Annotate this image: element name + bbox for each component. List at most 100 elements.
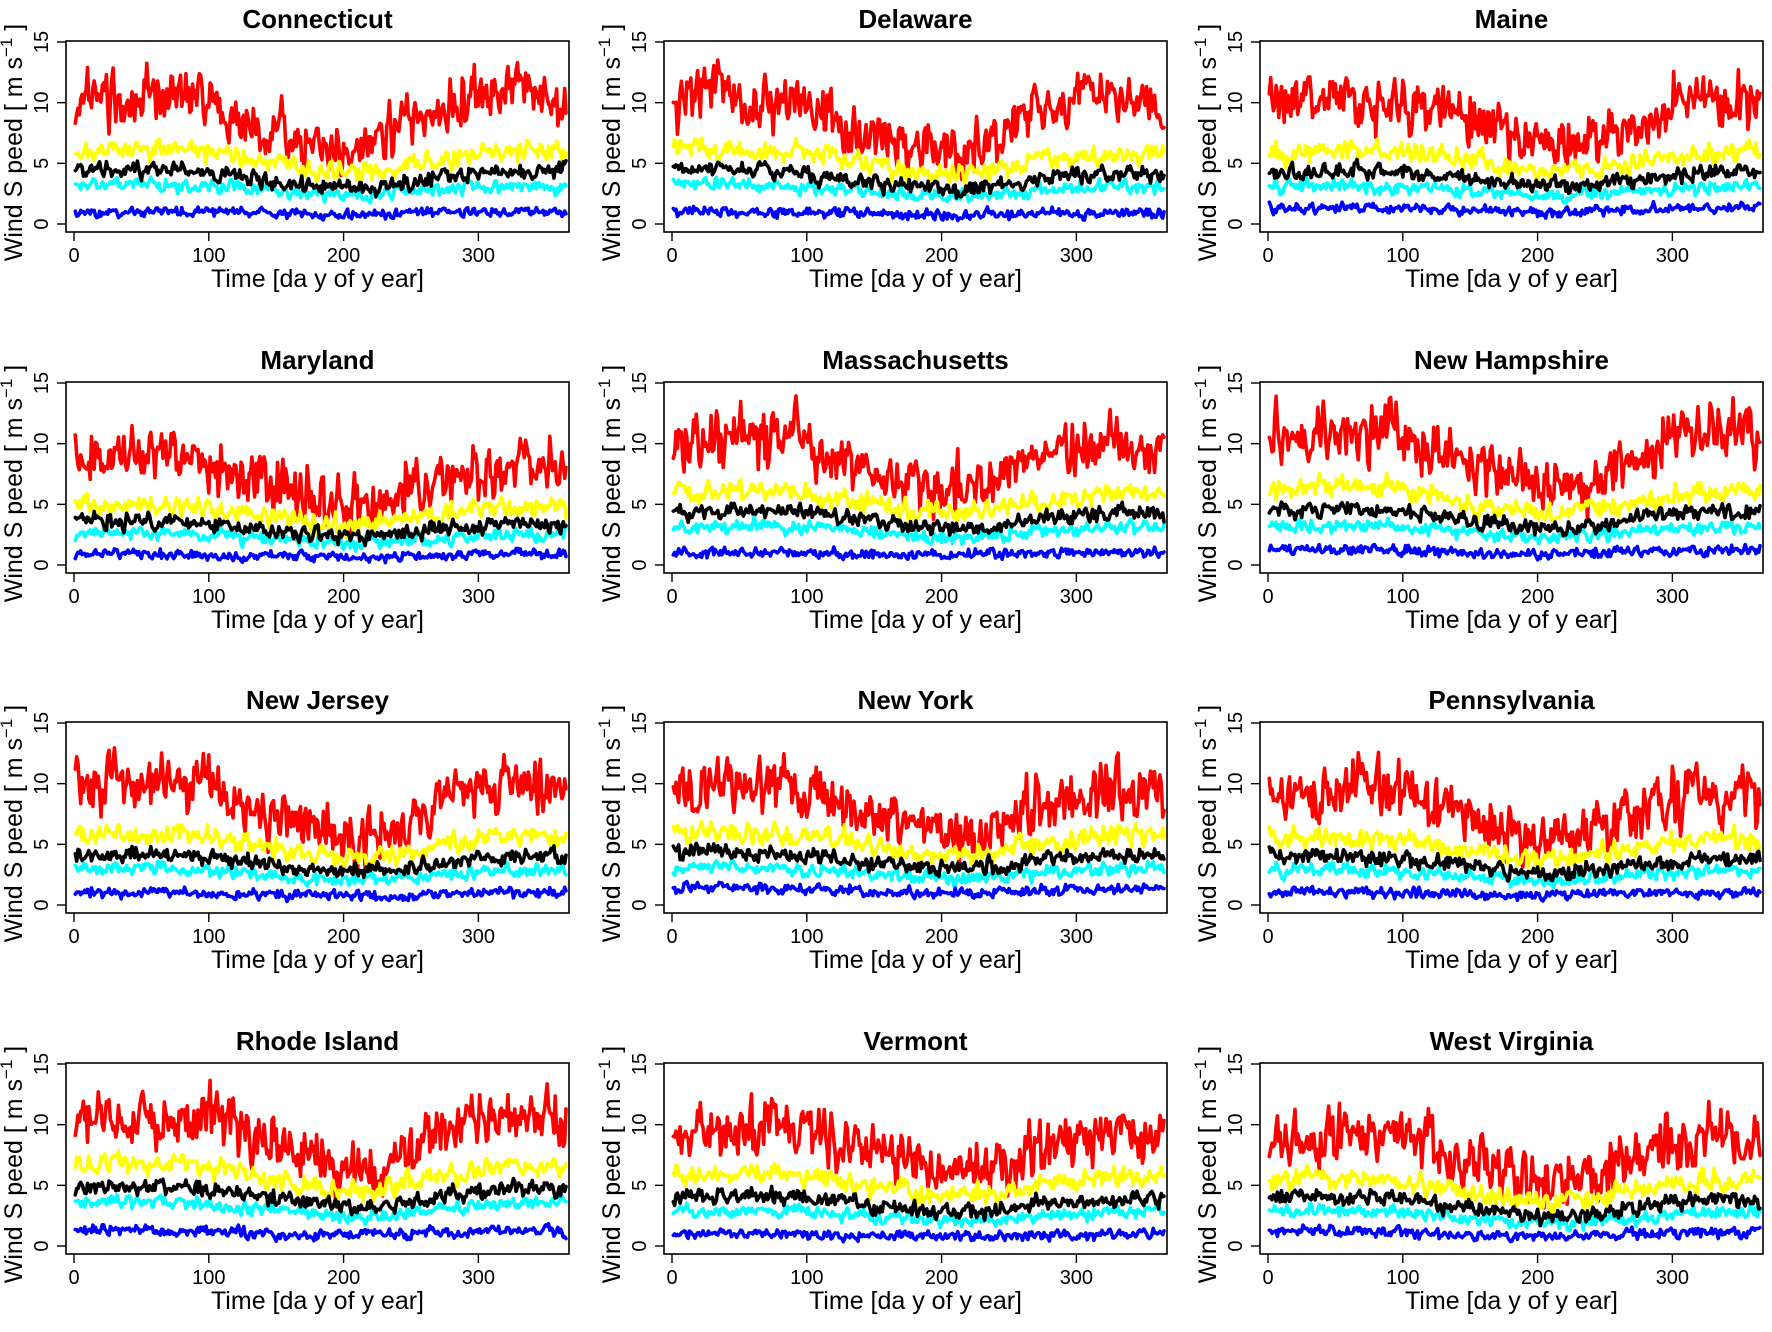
series-line-blue-west-virginia [1267, 1223, 1762, 1244]
series-line-blue-maryland [73, 546, 568, 565]
plot-frame-connecticut [65, 40, 570, 233]
panel-connecticut: Connecticut 0 5 10 15 0 100 200 300 Time [da y of… [0, 4, 570, 293]
y-tick-label-5: 5 [31, 499, 53, 510]
series-line-black-new-jersey [73, 844, 568, 880]
x-axis-label-vermont: Time [da y of y ear] [809, 1287, 1022, 1315]
y-tick-label-15: 15 [1225, 372, 1247, 394]
x-tick-label-100: 100 [790, 586, 823, 608]
x-axis-label-pennsylvania: Time [da y of y ear] [1405, 946, 1618, 974]
x-axis-label-maine: Time [da y of y ear] [1405, 265, 1618, 293]
plot-frame-new-hampshire [1259, 381, 1764, 574]
panel-west-virginia: West Virginia 0 5 10 15 0 100 200 300 Time [da y … [1191, 1026, 1764, 1315]
series-group-new-jersey [73, 746, 568, 904]
x-tick-label-200: 200 [925, 586, 958, 608]
x-tick-label-0: 0 [68, 926, 79, 948]
x-tick-label-100: 100 [192, 245, 225, 267]
plot-frame-delaware [663, 40, 1168, 233]
series-line-yellow-delaware [671, 136, 1166, 185]
series-line-red-vermont [671, 1092, 1166, 1198]
series-line-black-rhode-island [73, 1176, 568, 1217]
y-tick-label-10: 10 [31, 92, 53, 114]
panel-title-connecticut: Connecticut [242, 4, 393, 34]
series-line-red-new-hampshire [1267, 394, 1762, 522]
x-tick-label-300: 300 [462, 1267, 495, 1289]
series-line-red-new-jersey [73, 746, 568, 879]
x-tick-label-300: 300 [1656, 926, 1689, 948]
x-tick-label-0: 0 [1262, 586, 1273, 608]
y-axis-label-maryland: Wind S peed [ m s−1 ] [0, 365, 28, 603]
series-line-blue-delaware [671, 204, 1166, 223]
y-tick-label-15: 15 [629, 31, 651, 53]
y-tick-label-0: 0 [1225, 899, 1247, 910]
x-tick-label-0: 0 [68, 1267, 79, 1289]
y-tick-label-10: 10 [1225, 92, 1247, 114]
y-tick-label-10: 10 [31, 433, 53, 455]
x-tick-label-300: 300 [1656, 245, 1689, 267]
series-line-cyan-new-hampshire [1267, 516, 1762, 546]
series-line-red-maryland [73, 423, 568, 541]
series-line-blue-new-hampshire [1267, 542, 1762, 562]
x-axis-label-connecticut: Time [da y of y ear] [211, 265, 424, 293]
y-tick-label-15: 15 [1225, 712, 1247, 734]
y-axis-label-massachusetts: Wind S peed [ m s−1 ] [595, 365, 626, 603]
x-tick-label-0: 0 [666, 245, 677, 267]
y-tick-label-10: 10 [31, 773, 53, 795]
y-tick-label-0: 0 [629, 1240, 651, 1251]
y-tick-label-15: 15 [31, 1053, 53, 1075]
series-line-yellow-new-jersey [73, 822, 568, 869]
y-tick-label-0: 0 [1225, 1240, 1247, 1251]
series-line-yellow-pennsylvania [1267, 823, 1762, 874]
plot-frame-maryland [65, 381, 570, 574]
y-axis-label-pennsylvania: Wind S peed [ m s−1 ] [1191, 705, 1222, 943]
series-line-cyan-maine [1267, 175, 1762, 205]
y-tick-label-10: 10 [629, 92, 651, 114]
series-line-yellow-new-hampshire [1267, 471, 1762, 523]
series-line-cyan-massachusetts [671, 515, 1166, 546]
plot-frame-new-jersey [65, 721, 570, 914]
x-tick-label-300: 300 [462, 245, 495, 267]
x-tick-label-300: 300 [1060, 1267, 1093, 1289]
panel-maryland: Maryland 0 5 10 15 0 100 200 300 Time [da y of y … [0, 345, 570, 634]
series-line-black-maryland [73, 509, 568, 548]
x-tick-label-100: 100 [1386, 245, 1419, 267]
y-tick-label-10: 10 [629, 1114, 651, 1136]
x-tick-label-200: 200 [327, 586, 360, 608]
y-axis-label-delaware: Wind S peed [ m s−1 ] [595, 24, 626, 262]
x-tick-label-200: 200 [1521, 1267, 1554, 1289]
x-tick-label-0: 0 [666, 1267, 677, 1289]
x-tick-label-0: 0 [1262, 245, 1273, 267]
y-axis-label-rhode-island: Wind S peed [ m s−1 ] [0, 1046, 28, 1284]
x-tick-label-200: 200 [925, 926, 958, 948]
x-tick-label-200: 200 [1521, 586, 1554, 608]
panel-title-maine: Maine [1475, 4, 1549, 34]
y-tick-label-5: 5 [629, 499, 651, 510]
panel-title-new-york: New York [857, 685, 974, 715]
y-tick-label-10: 10 [1225, 773, 1247, 795]
series-group-new-hampshire [1267, 394, 1762, 562]
y-tick-label-0: 0 [629, 218, 651, 229]
x-tick-label-300: 300 [462, 926, 495, 948]
y-tick-label-15: 15 [31, 372, 53, 394]
series-line-black-vermont [671, 1184, 1166, 1223]
series-line-cyan-rhode-island [73, 1192, 568, 1227]
series-line-black-delaware [671, 160, 1166, 200]
y-tick-label-10: 10 [1225, 1114, 1247, 1136]
y-tick-label-0: 0 [629, 899, 651, 910]
y-tick-label-10: 10 [629, 433, 651, 455]
series-line-blue-vermont [671, 1226, 1166, 1244]
y-tick-label-15: 15 [31, 712, 53, 734]
y-tick-label-10: 10 [629, 773, 651, 795]
panel-title-rhode-island: Rhode Island [236, 1026, 399, 1056]
y-tick-label-5: 5 [629, 839, 651, 850]
series-group-pennsylvania [1267, 750, 1762, 903]
y-axis-label-maine: Wind S peed [ m s−1 ] [1191, 24, 1222, 262]
x-tick-label-100: 100 [192, 1267, 225, 1289]
panel-title-maryland: Maryland [260, 345, 374, 375]
series-line-red-rhode-island [73, 1078, 568, 1201]
panel-title-new-hampshire: New Hampshire [1414, 345, 1609, 375]
x-axis-label-new-hampshire: Time [da y of y ear] [1405, 606, 1618, 634]
series-line-red-west-virginia [1267, 1099, 1762, 1210]
x-tick-label-100: 100 [790, 926, 823, 948]
series-line-black-connecticut [73, 158, 568, 199]
